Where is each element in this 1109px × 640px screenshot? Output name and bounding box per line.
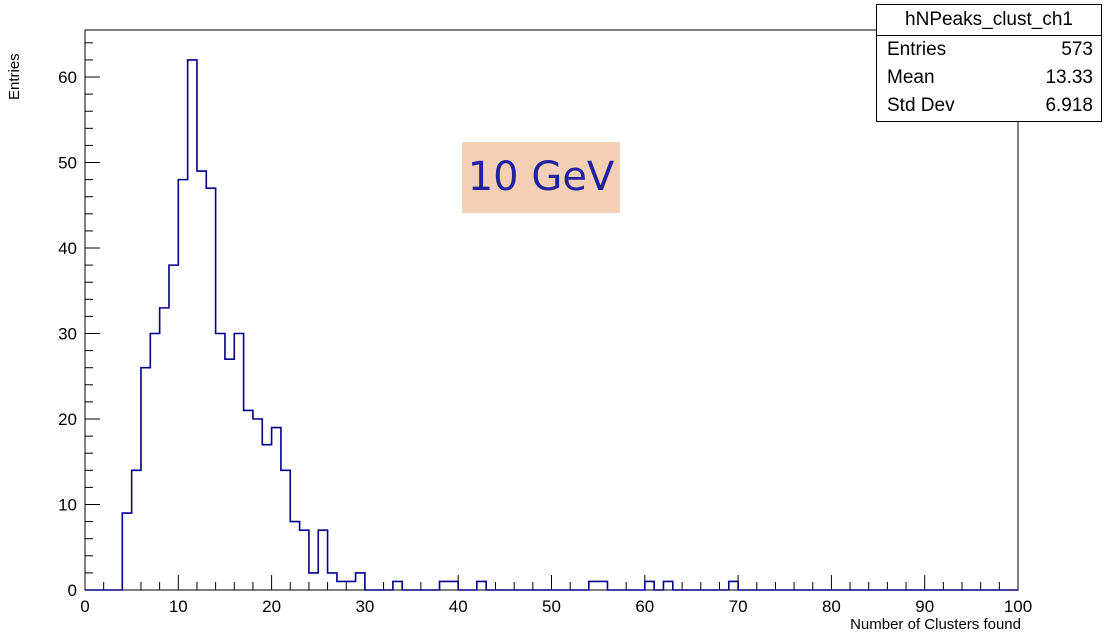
y-axis-label: Entries (6, 53, 23, 100)
x-tick-label: 100 (1004, 597, 1032, 616)
x-tick-label: 60 (635, 597, 654, 616)
x-tick-label: 90 (915, 597, 934, 616)
x-tick-label: 0 (80, 597, 89, 616)
y-tick-label: 0 (68, 581, 77, 600)
x-tick-label: 40 (449, 597, 468, 616)
stats-row-entries: Entries 573 (877, 36, 1101, 64)
energy-annotation: 10 GeV (462, 142, 620, 213)
stats-row-stddev: Std Dev 6.918 (877, 92, 1101, 120)
histogram-line (85, 59, 1018, 591)
stats-label: Mean (887, 67, 935, 88)
y-tick-label: 30 (58, 325, 77, 344)
y-tick-label: 60 (58, 68, 77, 87)
y-tick-label: 20 (58, 410, 77, 429)
y-axis-label-container: Entries (6, 30, 26, 110)
x-tick-label: 50 (542, 597, 561, 616)
x-axis-label: Number of Clusters found (850, 616, 1021, 633)
stats-title: hNPeaks_clust_ch1 (877, 5, 1101, 36)
x-tick-label: 80 (822, 597, 841, 616)
x-tick-label: 70 (729, 597, 748, 616)
stats-label: Entries (887, 39, 947, 60)
stats-row-mean: Mean 13.33 (877, 64, 1101, 92)
stats-box: hNPeaks_clust_ch1 Entries 573 Mean 13.33… (876, 4, 1102, 122)
stats-label: Std Dev (887, 95, 955, 116)
stats-value: 573 (1061, 39, 1093, 60)
x-tick-label: 10 (169, 597, 188, 616)
x-tick-label: 20 (262, 597, 281, 616)
stats-value: 6.918 (1045, 95, 1093, 116)
y-tick-label: 50 (58, 154, 77, 173)
y-tick-label: 40 (58, 239, 77, 258)
stats-value: 13.33 (1045, 67, 1093, 88)
x-tick-label: 30 (355, 597, 374, 616)
y-tick-label: 10 (58, 496, 77, 515)
